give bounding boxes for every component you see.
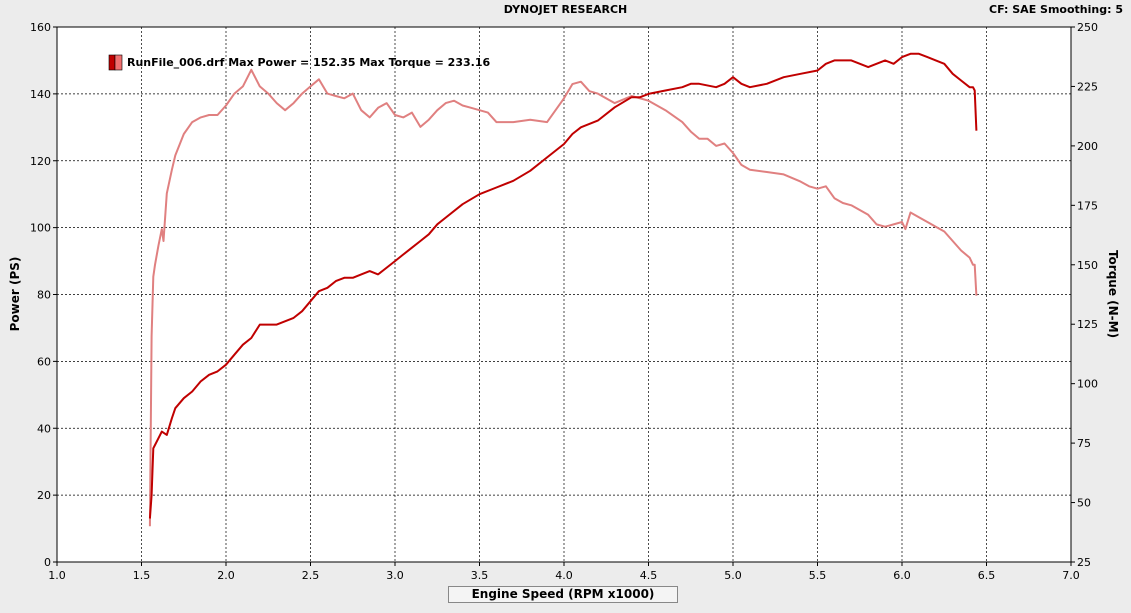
y2-tick-label: 25 bbox=[1077, 556, 1091, 569]
x-axis-ticks: 1.0 1.5 2.0 2.5 3.0 3.5 4.0 4.5 5.0 5.5 6.0 6.5 7.0 bbox=[48, 562, 1080, 582]
x-tick-label: 4.0 bbox=[555, 569, 573, 582]
correction-factor-label: CF: SAE Smoothing: 5 bbox=[989, 3, 1123, 16]
y2-tick-label: 75 bbox=[1077, 437, 1091, 450]
x-tick-label: 6.5 bbox=[978, 569, 996, 582]
y2-tick-label: 125 bbox=[1077, 318, 1098, 331]
y2-tick-label: 50 bbox=[1077, 497, 1091, 510]
x-tick-label: 4.5 bbox=[640, 569, 658, 582]
legend-swatch-right bbox=[114, 54, 123, 71]
y-tick-label: 160 bbox=[30, 21, 51, 34]
x-tick-label: 6.0 bbox=[893, 569, 911, 582]
x-axis-label: Engine Speed (RPM x1000) bbox=[448, 586, 678, 603]
y-tick-label: 140 bbox=[30, 88, 51, 101]
x-tick-label: 2.0 bbox=[217, 569, 235, 582]
x-tick-label: 7.0 bbox=[1062, 569, 1080, 582]
x-tick-label: 1.5 bbox=[133, 569, 151, 582]
y-tick-label: 0 bbox=[44, 556, 51, 569]
y-tick-label: 20 bbox=[37, 489, 51, 502]
x-tick-label: 3.0 bbox=[386, 569, 404, 582]
y2-tick-label: 200 bbox=[1077, 140, 1098, 153]
y2-tick-label: 225 bbox=[1077, 80, 1098, 93]
y2-tick-label: 175 bbox=[1077, 199, 1098, 212]
x-tick-label: 3.5 bbox=[471, 569, 489, 582]
series-lines bbox=[148, 52, 978, 527]
y-axis-ticks: 0 20 40 60 80 100 120 140 160 bbox=[30, 21, 57, 569]
x-tick-label: 5.5 bbox=[809, 569, 827, 582]
y2-tick-label: 150 bbox=[1077, 259, 1098, 272]
y-axis-label: Power (PS) bbox=[8, 257, 22, 332]
y-tick-label: 80 bbox=[37, 289, 51, 302]
y2-axis-ticks: 25 50 75 100 125 150 175 200 225 250 bbox=[1071, 21, 1098, 569]
x-tick-label: 5.0 bbox=[724, 569, 742, 582]
series-line-torque bbox=[148, 68, 978, 527]
y2-tick-label: 100 bbox=[1077, 378, 1098, 391]
y-tick-label: 40 bbox=[37, 422, 51, 435]
x-tick-label: 1.0 bbox=[48, 569, 66, 582]
grid-lines bbox=[57, 27, 1071, 562]
y2-axis-label: Torque (N-M) bbox=[1106, 250, 1120, 338]
y-tick-label: 100 bbox=[30, 222, 51, 235]
y-tick-label: 120 bbox=[30, 155, 51, 168]
legend-label: RunFile_006.drf Max Power = 152.35 Max T… bbox=[127, 56, 490, 69]
x-tick-label: 2.5 bbox=[302, 569, 320, 582]
legend-swatch-left bbox=[108, 54, 116, 71]
y-tick-label: 60 bbox=[37, 355, 51, 368]
legend: RunFile_006.drf Max Power = 152.35 Max T… bbox=[108, 54, 490, 71]
y2-tick-label: 250 bbox=[1077, 21, 1098, 34]
chart-title: DYNOJET RESEARCH bbox=[503, 3, 628, 16]
series-line-power bbox=[148, 52, 978, 519]
